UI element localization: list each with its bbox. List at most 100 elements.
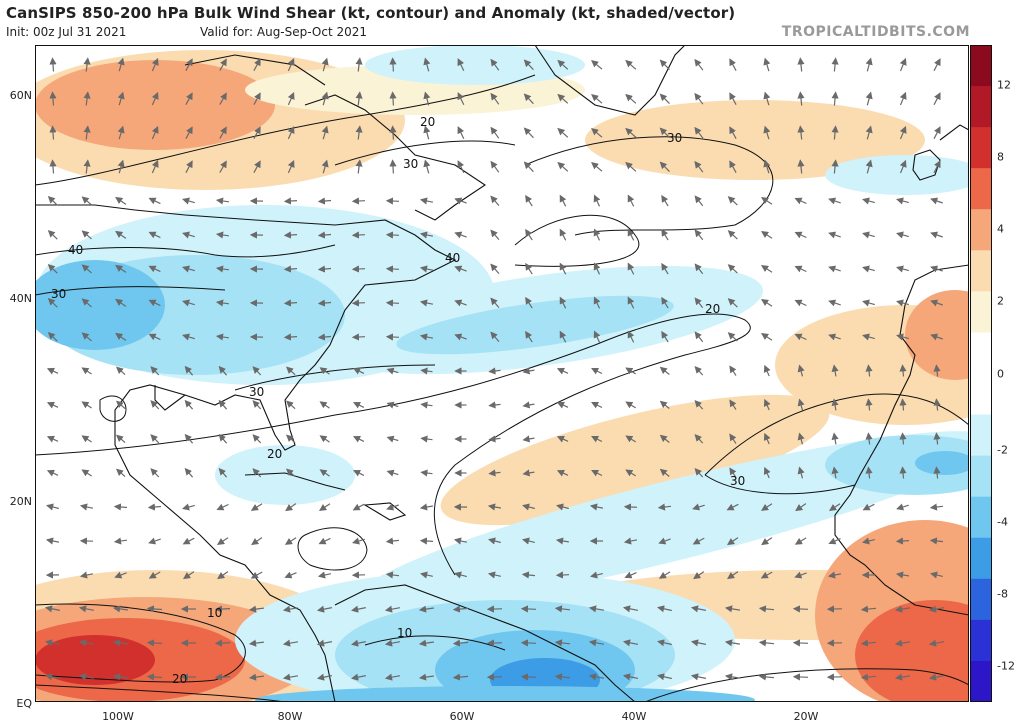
vector-arrow — [146, 639, 163, 647]
vector-arrow — [115, 298, 127, 307]
vector-arrow — [83, 91, 91, 106]
vector-arrow — [283, 299, 298, 307]
vector-arrow — [694, 160, 704, 173]
colorbar-label: 8 — [997, 150, 1004, 164]
vector-arrow — [283, 231, 298, 239]
vector-arrow — [355, 91, 363, 106]
vector-arrow — [46, 469, 59, 477]
vector-arrow — [319, 469, 330, 477]
vector-arrow — [899, 125, 907, 140]
contour-label: 20 — [705, 302, 720, 316]
vector-arrow — [250, 503, 263, 511]
shear-map: 20 30 30 40 30 40 20 30 20 30 10 20 10 — [35, 45, 969, 702]
vector-arrow — [557, 161, 569, 172]
vector-arrow — [724, 605, 740, 613]
vector-arrow — [317, 299, 332, 307]
vector-arrow — [523, 59, 534, 71]
vector-arrow — [386, 503, 399, 511]
vector-arrow — [729, 126, 737, 139]
colorbar-swatch — [970, 86, 992, 128]
vector-arrow — [625, 161, 637, 172]
vector-arrow — [593, 262, 601, 275]
vector-arrow — [112, 605, 128, 613]
vector-arrow — [423, 125, 431, 140]
vector-arrow — [352, 537, 365, 545]
vector-arrow — [729, 160, 737, 173]
vector-arrow — [423, 159, 431, 174]
vector-arrow — [933, 466, 941, 479]
vector-arrow — [150, 468, 160, 478]
vector-arrow — [591, 60, 603, 70]
vector-arrow — [625, 127, 637, 138]
vector-arrow — [419, 265, 434, 273]
vector-arrow — [454, 197, 467, 205]
vector-arrow — [248, 605, 264, 613]
vector-arrow — [556, 367, 569, 375]
vector-arrow — [319, 401, 330, 409]
contour-label: 30 — [730, 474, 745, 488]
contour-labels: 20 30 30 40 30 40 20 30 20 30 10 20 10 — [51, 115, 745, 686]
vector-arrow — [112, 673, 128, 681]
vector-arrow — [83, 159, 91, 174]
vector-arrow — [831, 364, 839, 377]
vector-arrow — [47, 195, 58, 206]
vector-arrow — [457, 160, 465, 174]
vector-arrow — [248, 639, 264, 647]
vector-arrow — [253, 58, 261, 71]
vector-arrow — [729, 467, 737, 478]
vector-arrow — [933, 160, 941, 174]
vector-arrow — [148, 231, 161, 239]
vector-arrow — [625, 59, 637, 70]
vector-arrow — [627, 296, 635, 309]
vector-arrow — [490, 297, 500, 308]
vector-arrow — [794, 333, 807, 341]
vector-arrow — [81, 264, 92, 274]
colorbar-swatch — [970, 291, 992, 333]
vector-arrow — [150, 400, 160, 410]
vector-arrow — [763, 364, 771, 377]
vector-arrow — [865, 364, 873, 377]
vector-arrow — [185, 160, 193, 173]
vector-arrow — [797, 57, 805, 72]
vector-arrow — [661, 330, 669, 343]
vector-arrow — [659, 161, 670, 173]
colorbar-swatch — [970, 455, 992, 498]
vector-arrow — [487, 503, 502, 511]
vector-arrow — [148, 571, 161, 579]
vector-arrow — [386, 469, 399, 477]
vector-arrow — [182, 537, 195, 545]
vector-arrow — [862, 333, 875, 341]
colorbar-label: 2 — [997, 294, 1004, 308]
vector-arrow — [792, 673, 809, 681]
vector-arrow — [286, 468, 296, 478]
vector-arrow — [522, 537, 535, 545]
vector-arrow — [218, 365, 228, 376]
lon-label-100w: 100W — [102, 710, 134, 723]
vector-arrow — [215, 299, 229, 307]
vector-arrow — [490, 92, 500, 105]
vector-arrow — [896, 503, 909, 511]
vector-arrow — [214, 673, 231, 681]
vector-arrow — [694, 434, 704, 444]
vector-arrow — [661, 228, 669, 241]
vector-arrow — [316, 605, 333, 613]
vector-arrow — [215, 265, 229, 273]
vector-arrow — [389, 125, 397, 140]
vector-arrow — [287, 126, 295, 140]
lon-label-80w: 80W — [277, 710, 303, 723]
vector-arrow — [252, 366, 262, 376]
vector-arrow — [351, 265, 366, 273]
vector-arrow — [557, 59, 569, 70]
vector-arrow — [591, 469, 603, 477]
vector-arrow — [593, 228, 601, 241]
vector-arrow — [81, 332, 92, 342]
lat-label-40n: 40N — [9, 292, 32, 305]
vector-arrow — [559, 296, 567, 309]
vector-arrow — [420, 435, 433, 443]
vector-arrow — [182, 299, 195, 307]
vector-arrow — [419, 333, 434, 341]
colorbar — [970, 45, 992, 702]
vector-arrow — [862, 537, 875, 545]
vector-arrow — [831, 57, 839, 72]
vector-arrow — [115, 434, 126, 444]
